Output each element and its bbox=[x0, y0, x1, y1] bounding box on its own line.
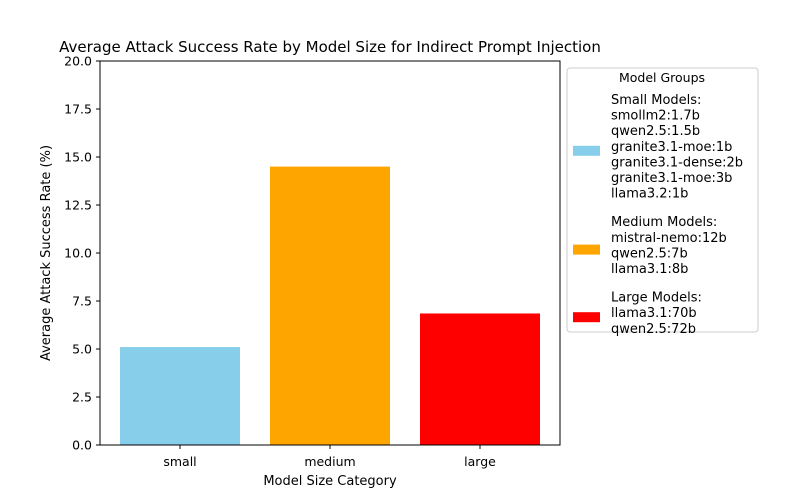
y-axis-label: Average Attack Success Rate (%) bbox=[39, 145, 54, 361]
legend-swatch-2 bbox=[573, 312, 600, 323]
y-tick-label-4: 10.0 bbox=[64, 246, 92, 261]
legend-line: qwen2.5:72b bbox=[611, 322, 696, 337]
legend: Model Groups Small Models: smollm2:1.7b qw… bbox=[566, 67, 759, 337]
legend-entry-1: Medium Models: mistral-nemo:12b qwen2.5:7b… bbox=[611, 215, 727, 277]
x-axis-label: Model Size Category bbox=[263, 474, 397, 489]
axes-frame bbox=[99, 60, 561, 446]
legend-swatch-1 bbox=[573, 244, 600, 255]
legend-line: granite3.1-moe:3b bbox=[611, 171, 732, 186]
y-tick-label-0: 0.0 bbox=[72, 438, 92, 453]
bar-large bbox=[420, 313, 540, 445]
plot-area: small medium large 0.0 2.5 5.0 7.5 10.0 12.5 15.0… bbox=[64, 54, 561, 469]
legend-swatch-0 bbox=[573, 145, 600, 156]
y-tick-label-5: 12.5 bbox=[64, 198, 92, 213]
legend-title: Model Groups bbox=[619, 70, 705, 85]
legend-frame bbox=[566, 67, 759, 333]
y-tick-label-7: 17.5 bbox=[64, 102, 92, 117]
y-tick-label-8: 20.0 bbox=[64, 54, 92, 69]
x-tick-label-small: small bbox=[163, 454, 196, 469]
legend-line: granite3.1-dense:2b bbox=[611, 155, 743, 170]
y-tick-label-1: 2.5 bbox=[72, 390, 92, 405]
bar-small bbox=[120, 347, 240, 445]
y-tick-label-2: 5.0 bbox=[72, 342, 92, 357]
legend-line: granite3.1-moe:1b bbox=[611, 140, 732, 155]
legend-entry-2: Large Models: llama3.1:70b qwen2.5:72b bbox=[611, 291, 702, 337]
legend-line: llama3.1:70b bbox=[611, 306, 697, 321]
x-tick-label-large: large bbox=[464, 454, 496, 469]
legend-line: smollm2:1.7b bbox=[611, 109, 700, 124]
y-tick-label-3: 7.5 bbox=[72, 294, 92, 309]
legend-line: llama3.2:1b bbox=[611, 187, 688, 202]
y-tick-label-6: 15.0 bbox=[64, 150, 92, 165]
legend-line: mistral-nemo:12b bbox=[611, 231, 727, 246]
legend-line: Small Models: bbox=[611, 93, 701, 108]
legend-line: llama3.1:8b bbox=[611, 262, 688, 277]
legend-line: qwen2.5:1.5b bbox=[611, 124, 700, 139]
x-tick-label-medium: medium bbox=[304, 454, 355, 469]
chart-title: Average Attack Success Rate by Model Siz… bbox=[59, 38, 601, 56]
legend-line: qwen2.5:7b bbox=[611, 246, 688, 261]
legend-line: Large Models: bbox=[611, 291, 702, 306]
bar-medium bbox=[270, 166, 390, 445]
legend-line: Medium Models: bbox=[611, 215, 717, 230]
legend-entry-0: Small Models: smollm2:1.7b qwen2.5:1.5b gra… bbox=[611, 93, 743, 202]
